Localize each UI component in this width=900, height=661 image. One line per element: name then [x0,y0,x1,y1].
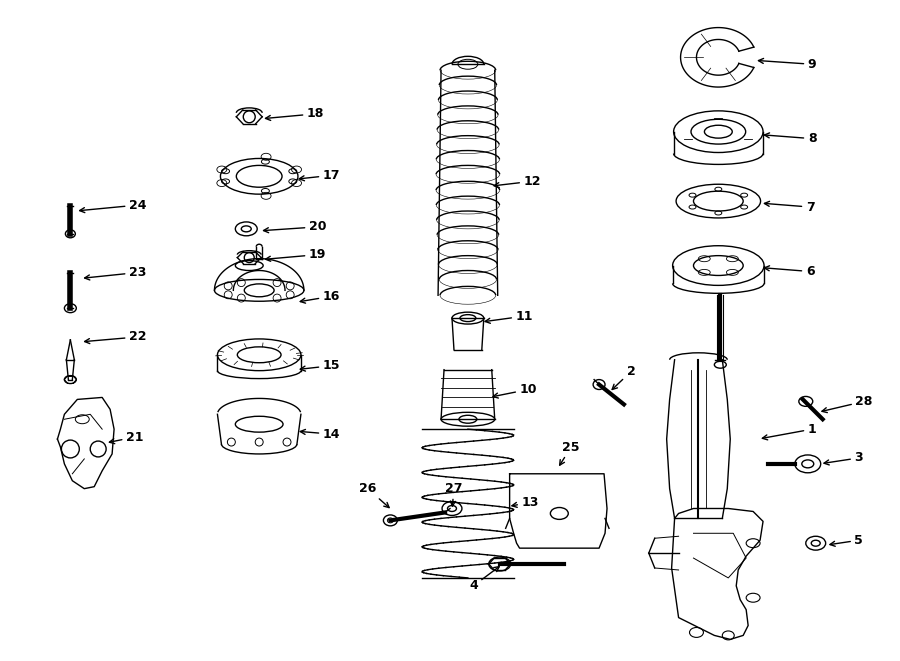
Text: 5: 5 [830,533,863,547]
Text: 8: 8 [764,132,816,145]
Text: 28: 28 [822,395,873,412]
Text: 22: 22 [85,330,147,344]
Text: 10: 10 [493,383,537,398]
Text: 13: 13 [512,496,539,509]
Text: 24: 24 [79,198,147,213]
Text: 4: 4 [469,566,500,592]
Text: 26: 26 [359,482,389,508]
Text: 14: 14 [301,428,340,441]
Text: 23: 23 [85,266,147,280]
Text: 2: 2 [612,365,635,389]
Text: 27: 27 [446,482,463,506]
Text: 19: 19 [266,248,327,261]
Text: 12: 12 [494,175,541,188]
Text: 16: 16 [301,290,340,303]
Text: 7: 7 [764,200,815,214]
Text: 1: 1 [762,422,816,440]
Text: 25: 25 [560,440,580,465]
Text: 6: 6 [764,265,815,278]
Text: 15: 15 [301,359,340,372]
Text: 20: 20 [264,220,327,233]
Text: 21: 21 [110,430,143,444]
Text: 3: 3 [824,451,863,465]
Text: 17: 17 [300,169,340,182]
Text: 18: 18 [266,107,324,120]
Text: 11: 11 [485,309,533,323]
Text: 9: 9 [759,58,816,71]
